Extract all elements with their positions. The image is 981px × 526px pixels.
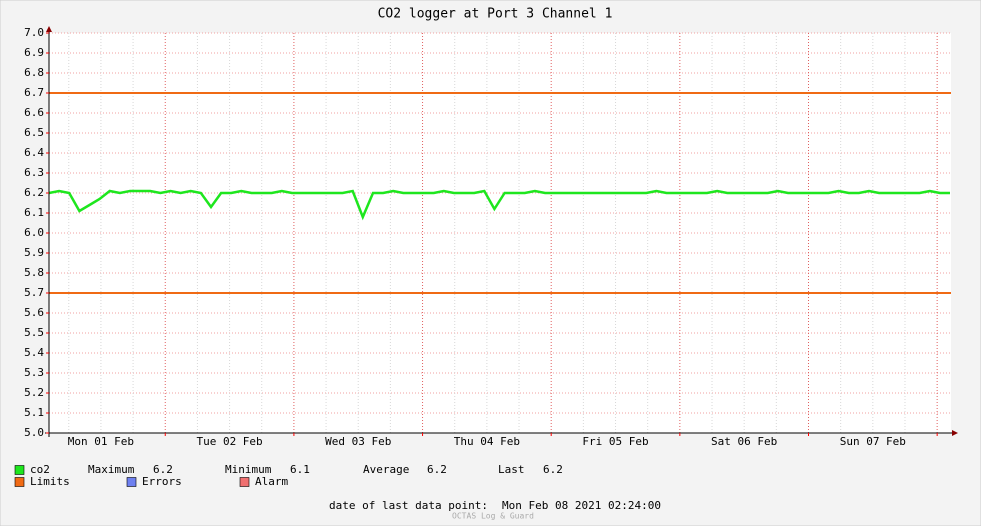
x-tick-label: Wed 03 Feb	[325, 435, 391, 448]
stat-value: 6.2	[427, 463, 447, 476]
legend-swatch	[14, 477, 25, 487]
y-tick-label: 5.2	[24, 386, 44, 399]
stat-value: 6.2	[153, 463, 173, 476]
y-tick-label: 5.9	[24, 246, 44, 259]
y-tick-label: 6.6	[24, 106, 44, 119]
x-tick-label: Sat 06 Feb	[711, 435, 777, 448]
legend-label: co2	[30, 463, 50, 476]
y-tick-label: 5.3	[24, 366, 44, 379]
legend-swatch	[14, 465, 25, 475]
chart-title: CO2 logger at Port 3 Channel 1	[378, 7, 613, 22]
y-tick-label: 5.0	[24, 426, 44, 439]
y-tick-label: 7.0	[24, 26, 44, 39]
y-tick-label: 6.4	[24, 146, 44, 159]
stat-label: Last	[498, 463, 525, 476]
y-tick-label: 6.8	[24, 66, 44, 79]
x-arrow	[952, 430, 958, 436]
y-tick-label: 5.8	[24, 266, 44, 279]
y-arrow	[46, 26, 52, 32]
marks	[48, 92, 951, 294]
y-tick-label: 5.7	[24, 286, 44, 299]
stat-value: 6.1	[290, 463, 310, 476]
y-tick-label: 6.7	[24, 86, 44, 99]
legend-swatch	[126, 477, 137, 487]
x-tick-label: Fri 05 Feb	[582, 435, 648, 448]
y-tick-label: 5.6	[24, 306, 44, 319]
y-tick-label: 6.0	[24, 226, 44, 239]
y-tick-label: 6.5	[24, 126, 44, 139]
watermark: OCTAS Log & Guard	[452, 512, 534, 521]
legend-label: Alarm	[255, 475, 288, 488]
legend-label: Errors	[142, 475, 182, 488]
y-tick-label: 5.1	[24, 406, 44, 419]
data-line	[48, 189, 950, 221]
y-tick-label: 6.9	[24, 46, 44, 59]
stat-label: Minimum	[225, 463, 272, 476]
y-tick-label: 5.5	[24, 326, 44, 339]
y-tick-label: 5.4	[24, 346, 44, 359]
x-tick-label: Sun 07 Feb	[840, 435, 906, 448]
stat-label: Average	[363, 463, 409, 476]
x-tick-label: Tue 02 Feb	[196, 435, 262, 448]
footer: date of last data point: Mon Feb 08 2021 …	[329, 499, 661, 512]
legend-swatch	[239, 477, 250, 487]
y-tick-label: 6.2	[24, 186, 44, 199]
stat-label: Maximum	[88, 463, 135, 476]
footer-value: Mon Feb 08 2021 02:24:00	[502, 499, 661, 512]
y-tick-label: 6.3	[24, 166, 44, 179]
y-tick-label: 6.1	[24, 206, 44, 219]
legend-label: Limits	[30, 475, 70, 488]
x-tick-label: Mon 01 Feb	[68, 435, 134, 448]
footer-label: date of last data point:	[329, 499, 488, 512]
x-tick-label: Thu 04 Feb	[454, 435, 520, 448]
stat-value: 6.2	[543, 463, 563, 476]
